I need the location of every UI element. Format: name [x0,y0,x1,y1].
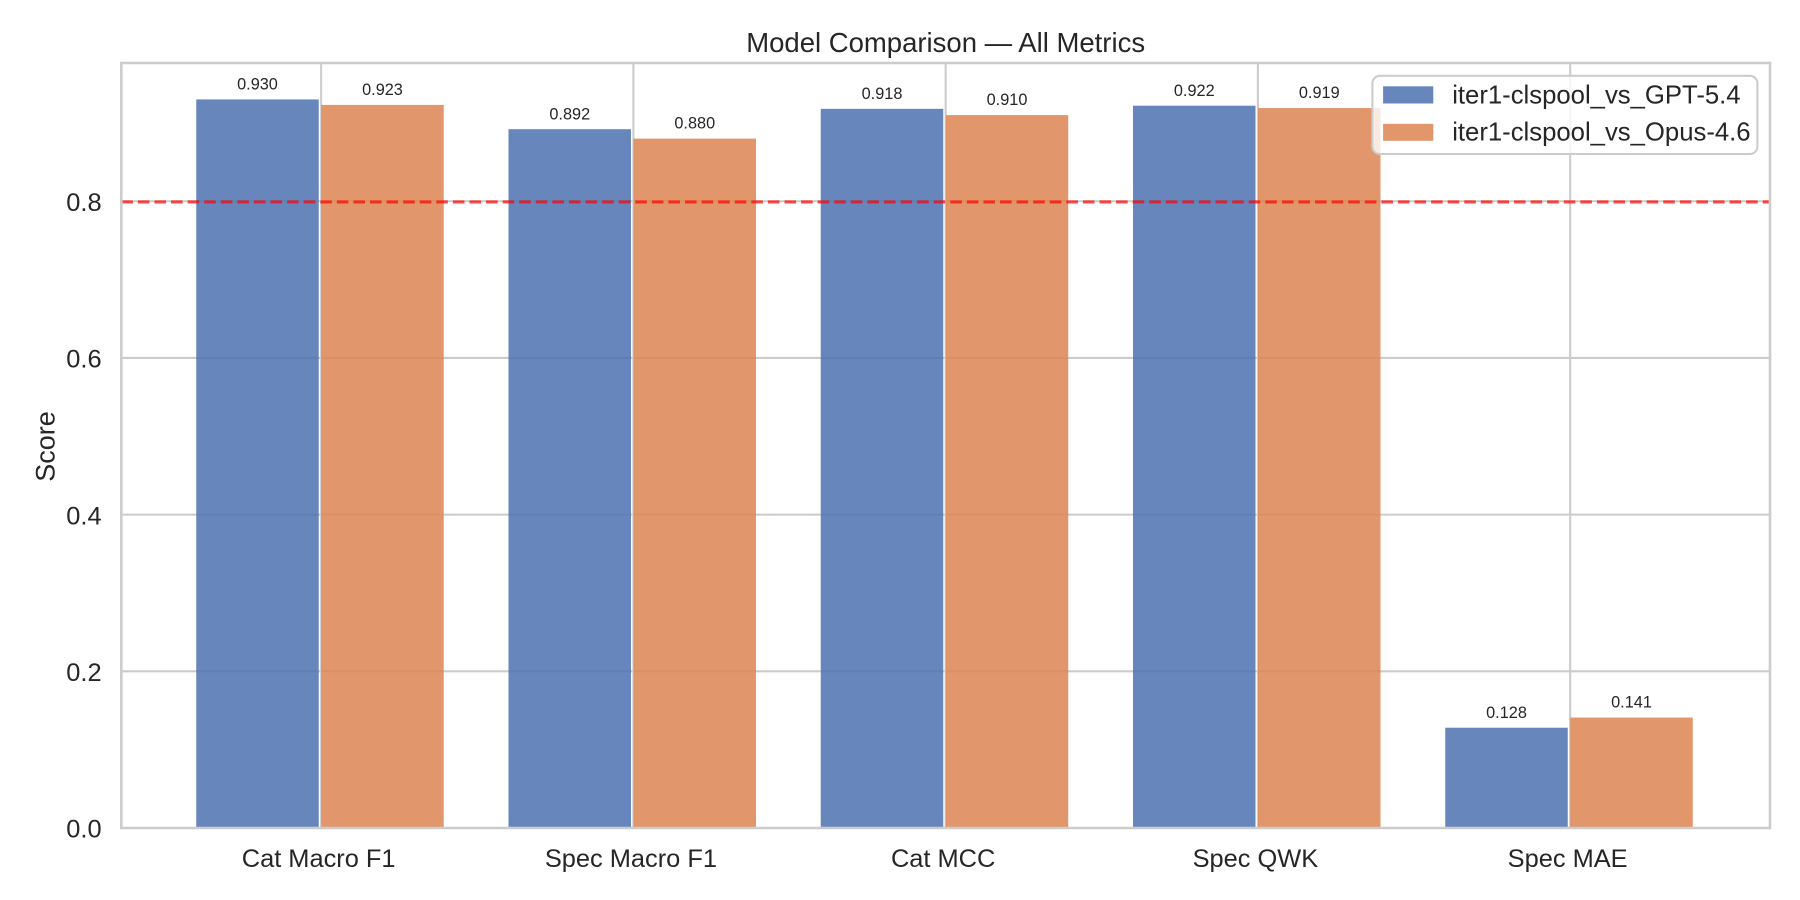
svg-text:0.880: 0.880 [674,115,715,133]
svg-text:0.918: 0.918 [862,85,903,103]
svg-text:0.919: 0.919 [1299,84,1340,102]
svg-text:0.8: 0.8 [66,189,101,217]
svg-text:Model Comparison — All Metrics: Model Comparison — All Metrics [746,27,1145,58]
svg-text:0.4: 0.4 [66,502,101,530]
svg-text:Spec Macro F1: Spec Macro F1 [545,845,717,873]
svg-text:Cat MCC: Cat MCC [891,845,995,873]
svg-text:0.922: 0.922 [1174,82,1215,100]
svg-text:0.910: 0.910 [987,91,1028,109]
svg-text:iter1-clspool_vs_Opus-4.6: iter1-clspool_vs_Opus-4.6 [1452,119,1750,147]
svg-text:0.141: 0.141 [1611,694,1652,712]
svg-text:0.930: 0.930 [237,76,278,94]
svg-text:0.892: 0.892 [549,105,590,123]
svg-text:0.923: 0.923 [362,81,403,99]
svg-text:Spec MAE: Spec MAE [1508,845,1628,873]
svg-text:Score: Score [30,411,60,482]
svg-text:Cat Macro F1: Cat Macro F1 [242,845,396,873]
svg-text:Spec QWK: Spec QWK [1193,845,1319,873]
svg-text:0.128: 0.128 [1486,704,1527,722]
svg-text:0.2: 0.2 [66,659,101,687]
svg-text:0.6: 0.6 [66,346,101,374]
svg-text:0.0: 0.0 [66,816,101,844]
svg-text:iter1-clspool_vs_GPT-5.4: iter1-clspool_vs_GPT-5.4 [1452,81,1740,109]
